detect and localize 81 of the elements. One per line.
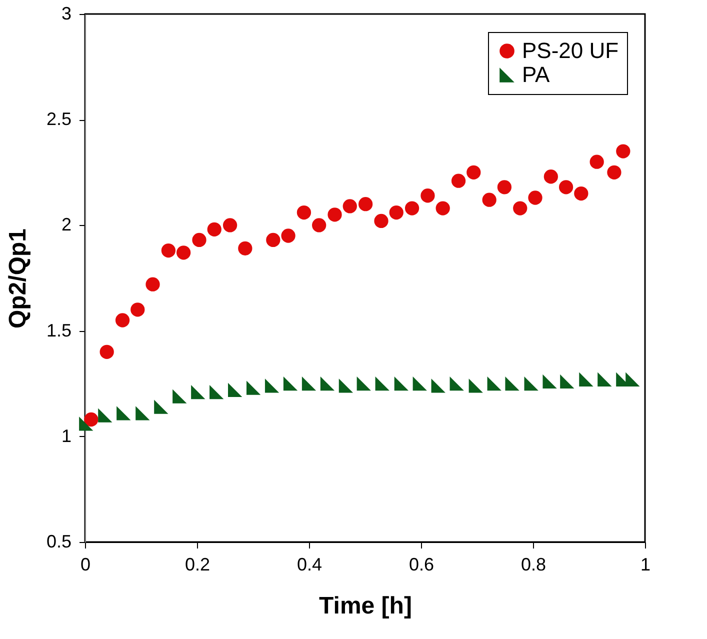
point	[468, 378, 483, 393]
point	[394, 376, 408, 391]
point	[207, 222, 222, 236]
point	[283, 376, 298, 391]
point	[246, 380, 261, 395]
x-tick-label: 0.2	[184, 554, 210, 574]
point	[358, 197, 373, 212]
point	[505, 376, 520, 391]
legend-label: PS-20 UF	[522, 38, 619, 63]
point	[356, 376, 371, 391]
point	[146, 277, 160, 292]
point	[374, 214, 388, 228]
x-tick-label: 0.6	[408, 554, 434, 574]
point	[466, 165, 481, 180]
point	[375, 376, 390, 391]
point	[404, 201, 420, 216]
point	[436, 201, 450, 216]
point	[579, 372, 594, 386]
point	[130, 302, 145, 317]
point	[544, 170, 558, 184]
point	[616, 144, 630, 158]
point	[296, 205, 312, 220]
point	[238, 241, 252, 256]
point	[136, 406, 150, 420]
point	[320, 376, 335, 391]
point	[412, 376, 427, 391]
point	[590, 154, 604, 169]
point	[487, 376, 502, 391]
point	[176, 246, 191, 260]
y-tick-label: 2	[61, 214, 72, 235]
point	[542, 374, 557, 389]
point	[598, 372, 612, 386]
point	[98, 408, 112, 422]
point	[84, 412, 98, 427]
point	[338, 378, 354, 393]
x-tick-label: 0.4	[296, 554, 322, 574]
point	[431, 378, 446, 393]
point	[607, 165, 622, 180]
y-tick-label: 3	[61, 4, 72, 24]
point	[451, 174, 466, 188]
legend-label: PA	[522, 62, 550, 87]
y-tick-label: 0.5	[46, 532, 72, 552]
point	[79, 416, 94, 431]
x-tick-label: 1	[640, 554, 651, 574]
x-tick-label: 0.8	[520, 554, 546, 574]
x-tick-label: 0	[80, 554, 91, 574]
point	[513, 201, 528, 216]
point	[342, 199, 357, 214]
point	[210, 384, 224, 400]
point	[524, 376, 538, 391]
point	[450, 376, 464, 391]
point	[115, 313, 130, 328]
point	[302, 376, 316, 391]
point	[482, 192, 496, 207]
point	[191, 384, 206, 400]
y-tick-label: 1.5	[46, 320, 72, 340]
point	[266, 232, 280, 248]
y-tick-label: 1	[61, 426, 72, 446]
point	[228, 382, 242, 398]
x-axis-title: Time [h]	[319, 592, 412, 620]
point	[528, 190, 542, 205]
point	[560, 374, 574, 389]
point	[389, 205, 404, 220]
point	[497, 180, 512, 194]
point	[172, 389, 187, 404]
point	[574, 186, 588, 201]
point	[312, 218, 326, 232]
point	[281, 228, 296, 243]
point	[328, 208, 342, 222]
point	[626, 372, 640, 386]
point	[100, 344, 114, 359]
point	[192, 232, 206, 248]
point	[161, 243, 176, 258]
y-tick-label: 2.5	[46, 109, 72, 130]
point	[116, 406, 131, 420]
point	[264, 378, 280, 393]
point	[222, 218, 238, 232]
point	[420, 188, 435, 203]
point	[558, 180, 574, 194]
point	[154, 400, 168, 414]
y-axis-title: Qp2/Qp1	[4, 228, 32, 329]
